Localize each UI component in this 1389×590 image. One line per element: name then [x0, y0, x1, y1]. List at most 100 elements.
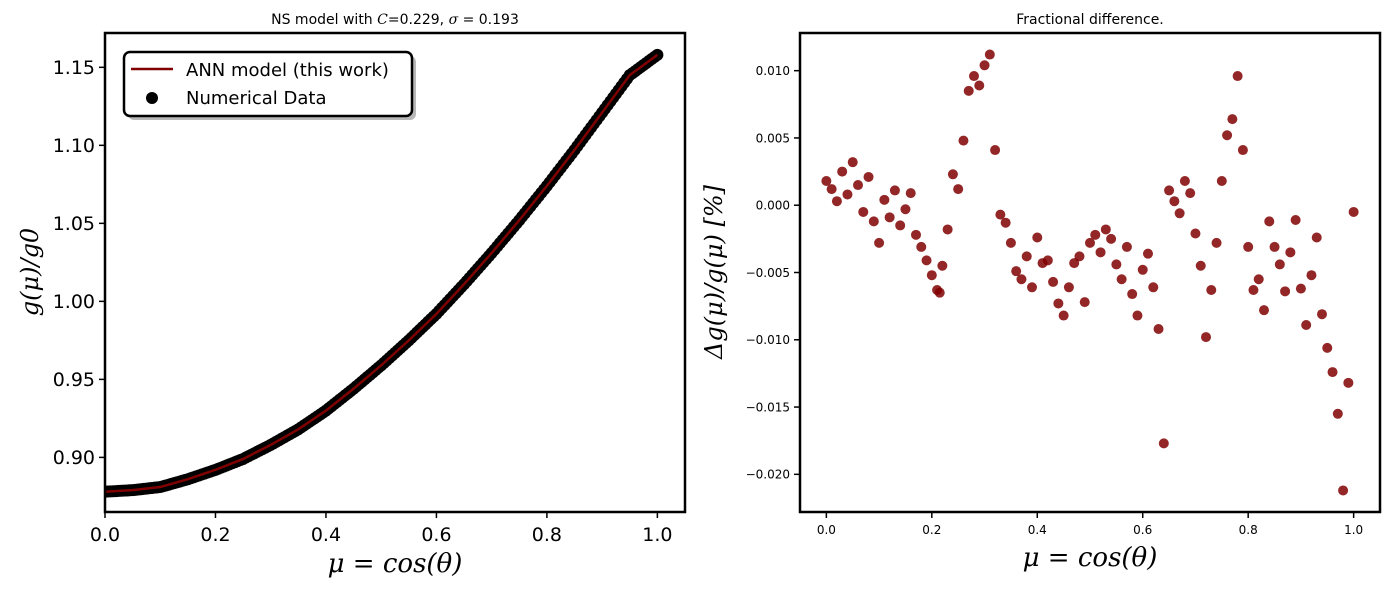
- x-tick-label: 0.4: [1028, 523, 1047, 537]
- left-chart-title: NS model with C=0.229, σ = 0.193: [271, 12, 519, 28]
- fractional-difference-point: [1317, 309, 1327, 320]
- x-tick-label: 0.6: [421, 524, 451, 546]
- fractional-difference-point: [905, 188, 916, 199]
- fractional-difference-point: [868, 216, 879, 227]
- fractional-difference-point: [858, 206, 869, 217]
- legend-entry-numerical: Numerical Data: [186, 88, 327, 109]
- fractional-difference-point: [1000, 217, 1011, 228]
- fractional-difference-point: [879, 194, 890, 205]
- right-x-axis-label: μ = cos(θ): [1023, 543, 1158, 573]
- y-tick-label: −0.015: [746, 400, 790, 414]
- y-tick-label: 0.90: [53, 447, 95, 469]
- fractional-difference-point: [1121, 241, 1132, 252]
- fractional-difference-point: [1216, 176, 1227, 187]
- fractional-difference-point: [947, 169, 958, 180]
- fractional-difference-point: [863, 171, 874, 182]
- fractional-difference-point: [1232, 71, 1243, 82]
- fractional-difference-point: [1069, 258, 1080, 269]
- fractional-difference-point: [884, 212, 895, 223]
- fractional-difference-point: [1132, 310, 1143, 321]
- x-tick-label: 0.8: [1239, 523, 1258, 537]
- fractional-difference-point: [1063, 282, 1074, 293]
- fractional-difference-point: [1332, 408, 1343, 419]
- right-chart: Fractional difference. 0.0 0.2 0.4 0.6 0.8 1.…: [700, 12, 1382, 573]
- fractional-difference-point: [1116, 274, 1127, 285]
- fractional-difference-point: [937, 260, 948, 271]
- right-chart-title: Fractional difference.: [1016, 12, 1164, 28]
- y-tick-label: 0.000: [756, 199, 790, 213]
- x-tick-label: 1.0: [642, 524, 672, 546]
- y-tick-label: 1.10: [53, 135, 95, 157]
- right-axes-frame: [798, 31, 1382, 514]
- y-tick-label: −0.010: [746, 333, 790, 347]
- fractional-difference-point: [1127, 289, 1138, 300]
- fractional-difference-point: [1174, 208, 1185, 219]
- fractional-difference-point: [1195, 260, 1206, 271]
- ann-model-line: [105, 53, 659, 493]
- y-tick-label: −0.005: [746, 266, 790, 280]
- x-tick-label: 0.0: [90, 524, 120, 546]
- fractional-difference-point: [1074, 251, 1085, 262]
- fractional-difference-point: [1248, 284, 1259, 295]
- fractional-difference-point: [1259, 305, 1269, 316]
- left-y-axis-label: g(μ)/g0: [16, 228, 44, 316]
- fractional-difference-point: [1090, 229, 1101, 240]
- fractional-difference-point: [1237, 145, 1248, 156]
- right-x-ticks: 0.0 0.2 0.4 0.6 0.8 1.0: [817, 512, 1363, 537]
- fractional-difference-point: [1295, 283, 1306, 294]
- x-tick-label: 0.2: [922, 523, 941, 537]
- x-tick-label: 0.4: [311, 524, 341, 546]
- y-tick-label: 0.010: [756, 64, 790, 78]
- fractional-difference-point: [1201, 332, 1211, 343]
- fractional-difference-point: [1185, 188, 1196, 199]
- fractional-difference-point: [842, 189, 853, 200]
- fractional-difference-point: [1027, 282, 1037, 293]
- fractional-difference-point: [958, 135, 969, 146]
- y-tick-label: 1.00: [53, 291, 95, 313]
- fractional-difference-point: [916, 241, 927, 252]
- fractional-difference-point: [1301, 319, 1312, 330]
- fractional-difference-point: [1042, 255, 1053, 266]
- fractional-difference-point: [1032, 232, 1043, 243]
- left-x-axis-label: μ = cos(θ): [328, 549, 463, 579]
- y-tick-label: 0.95: [53, 369, 95, 391]
- legend-box: [122, 50, 414, 118]
- fractional-difference-point: [995, 209, 1006, 220]
- fractional-difference-point: [1306, 270, 1317, 281]
- y-tick-label: 0.005: [756, 131, 790, 145]
- fractional-difference-point: [1348, 206, 1359, 217]
- fractional-difference-point: [1253, 274, 1264, 285]
- fractional-difference-point: [1338, 485, 1349, 496]
- fractional-difference-point: [837, 166, 848, 177]
- y-tick-label: −0.020: [746, 468, 790, 482]
- fractional-difference-point: [1111, 259, 1122, 270]
- fractional-difference-point: [1227, 114, 1238, 125]
- fractional-difference-point: [1211, 237, 1222, 248]
- left-axes-frame: [103, 31, 687, 514]
- fractional-difference-point: [969, 71, 979, 82]
- fractional-difference-point: [1243, 241, 1254, 252]
- fractional-difference-point: [1011, 266, 1022, 277]
- fractional-difference-markers: [821, 49, 1359, 496]
- right-plot-area: [821, 49, 1359, 496]
- fractional-difference-point: [911, 229, 921, 240]
- fractional-difference-point: [1290, 215, 1301, 226]
- legend-entry-ann: ANN model (this work): [186, 60, 389, 81]
- fractional-difference-point: [826, 184, 837, 195]
- x-tick-label: 0.6: [1133, 523, 1152, 537]
- fractional-difference-point: [1269, 241, 1280, 252]
- fractional-difference-point: [926, 270, 937, 281]
- fractional-difference-point: [1079, 297, 1090, 308]
- fractional-difference-point: [1100, 224, 1111, 235]
- fractional-difference-point: [1005, 237, 1016, 248]
- y-tick-label: 1.05: [53, 213, 95, 235]
- fractional-difference-point: [963, 85, 974, 96]
- fractional-difference-point: [934, 287, 945, 298]
- fractional-difference-point: [1158, 438, 1169, 449]
- fractional-difference-point: [1148, 282, 1159, 293]
- fractional-difference-point: [831, 196, 842, 207]
- x-tick-label: 0.8: [532, 524, 562, 546]
- right-y-axis-label: Δg(μ)/g(μ) [%]: [700, 184, 728, 360]
- x-tick-label: 0.0: [817, 523, 836, 537]
- fractional-difference-point: [1274, 259, 1285, 270]
